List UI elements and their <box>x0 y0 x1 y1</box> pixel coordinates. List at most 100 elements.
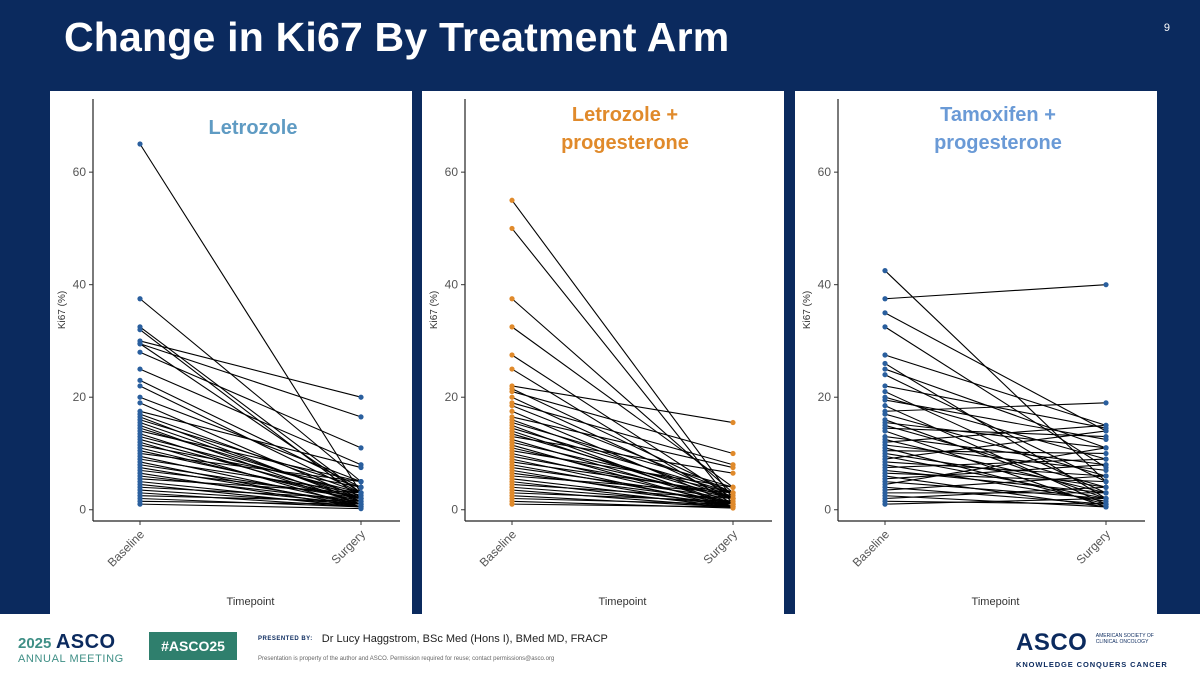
patient-line <box>139 143 362 494</box>
baseline-point <box>137 394 143 400</box>
patient-line <box>884 402 1107 412</box>
patient-line <box>139 329 362 499</box>
asco-logo-name: ASCO <box>1016 629 1088 656</box>
x-axis-label: Timepoint <box>972 596 1020 608</box>
surgery-point <box>358 414 364 420</box>
baseline-point <box>882 383 888 389</box>
baseline-point <box>137 383 143 389</box>
baseline-point <box>882 360 888 367</box>
patient-line <box>139 379 362 488</box>
patient-line <box>139 410 362 469</box>
surgery-point <box>358 445 364 451</box>
surgery-point <box>1103 445 1109 451</box>
surgery-point <box>1103 495 1109 502</box>
asco-logo: ASCO AMERICAN SOCIETY OF CLINICAL ONCOLO… <box>1016 629 1176 669</box>
patient-line <box>511 199 734 499</box>
baseline-point <box>137 296 143 302</box>
surgery-point <box>358 464 364 471</box>
baseline-point <box>137 400 143 406</box>
patient-line <box>511 385 734 424</box>
patient-line <box>139 458 362 494</box>
baseline-point <box>137 327 143 333</box>
patient-line <box>511 326 734 488</box>
surgery-point <box>730 484 736 490</box>
y-tick-label: 40 <box>445 278 459 292</box>
patient-line <box>511 492 734 502</box>
baseline-point <box>509 352 515 358</box>
surgery-point <box>1103 473 1109 479</box>
baseline-point <box>882 366 888 372</box>
patient-line <box>884 399 1107 440</box>
surgery-point <box>1103 462 1109 468</box>
baseline-point <box>137 341 143 347</box>
y-tick-label: 60 <box>445 165 459 179</box>
surgery-point <box>730 464 736 471</box>
patient-line <box>884 464 1107 480</box>
patient-line <box>511 475 734 494</box>
patient-line <box>884 472 1107 483</box>
patient-line <box>884 391 1107 494</box>
y-axis-label: Ki67 (%) <box>802 291 813 329</box>
patient-line <box>884 447 1107 485</box>
asco-name: ASCO <box>55 631 116 653</box>
patient-line <box>884 312 1107 432</box>
patient-line <box>511 436 734 474</box>
patient-line <box>884 354 1107 426</box>
patient-line <box>511 441 734 494</box>
patient-line <box>139 478 362 494</box>
surgery-point <box>358 490 364 496</box>
baseline-point <box>509 394 515 400</box>
patient-line <box>511 228 734 505</box>
baseline-point <box>882 372 888 378</box>
y-tick-label: 0 <box>79 503 86 517</box>
baseline-point <box>509 324 515 330</box>
patient-line <box>884 424 1107 488</box>
y-tick-label: 60 <box>818 165 832 179</box>
footer: 2025 ASCO ANNUAL MEETING #ASCO25 PRESENT… <box>0 614 1200 674</box>
patient-line <box>139 340 362 398</box>
asco-meeting: ANNUAL MEETING <box>18 653 124 665</box>
patient-line <box>884 481 1107 500</box>
baseline-point <box>509 366 515 372</box>
patient-line <box>139 326 362 494</box>
patient-line <box>139 343 362 418</box>
patient-line <box>511 486 734 505</box>
baseline-point <box>882 501 888 507</box>
slide-title: Change in Ki67 By Treatment Arm <box>64 14 730 60</box>
baseline-point <box>882 352 888 358</box>
patient-line <box>884 270 1107 483</box>
patient-line <box>511 455 734 497</box>
patient-line <box>884 497 1107 505</box>
baseline-point <box>509 403 515 409</box>
patient-line <box>511 483 734 500</box>
patient-line <box>139 469 362 497</box>
patient-line <box>884 486 1107 500</box>
surgery-point <box>730 504 736 510</box>
surgery-point <box>1103 434 1109 440</box>
baseline-point <box>137 141 143 147</box>
patient-line <box>884 461 1107 477</box>
patient-line <box>139 461 362 508</box>
baseline-point <box>882 411 888 417</box>
patient-line <box>884 284 1107 300</box>
x-tick-label: Baseline <box>850 527 893 570</box>
x-tick-label: Surgery <box>1074 527 1114 567</box>
patient-line <box>139 492 362 508</box>
patient-line <box>511 427 734 494</box>
chart-tamoxifen-progesterone: 0 20 40 60 Baseline Surgery Ki67 (%) Timepoint T… <box>802 99 1145 608</box>
surgery-point <box>730 490 736 496</box>
surgery-point <box>358 484 364 490</box>
y-tick-label: 60 <box>73 165 87 179</box>
baseline-point <box>882 388 888 395</box>
surgery-point <box>730 419 736 426</box>
patient-line <box>511 497 734 505</box>
patient-line <box>139 495 362 502</box>
presented-by-label: PRESENTED BY: <box>258 636 313 643</box>
patient-line <box>511 388 734 494</box>
baseline-point <box>509 408 515 414</box>
patient-line <box>139 436 362 494</box>
baseline-point <box>882 428 888 434</box>
patient-line <box>884 368 1107 449</box>
y-axis-label: Ki67 (%) <box>429 291 440 329</box>
